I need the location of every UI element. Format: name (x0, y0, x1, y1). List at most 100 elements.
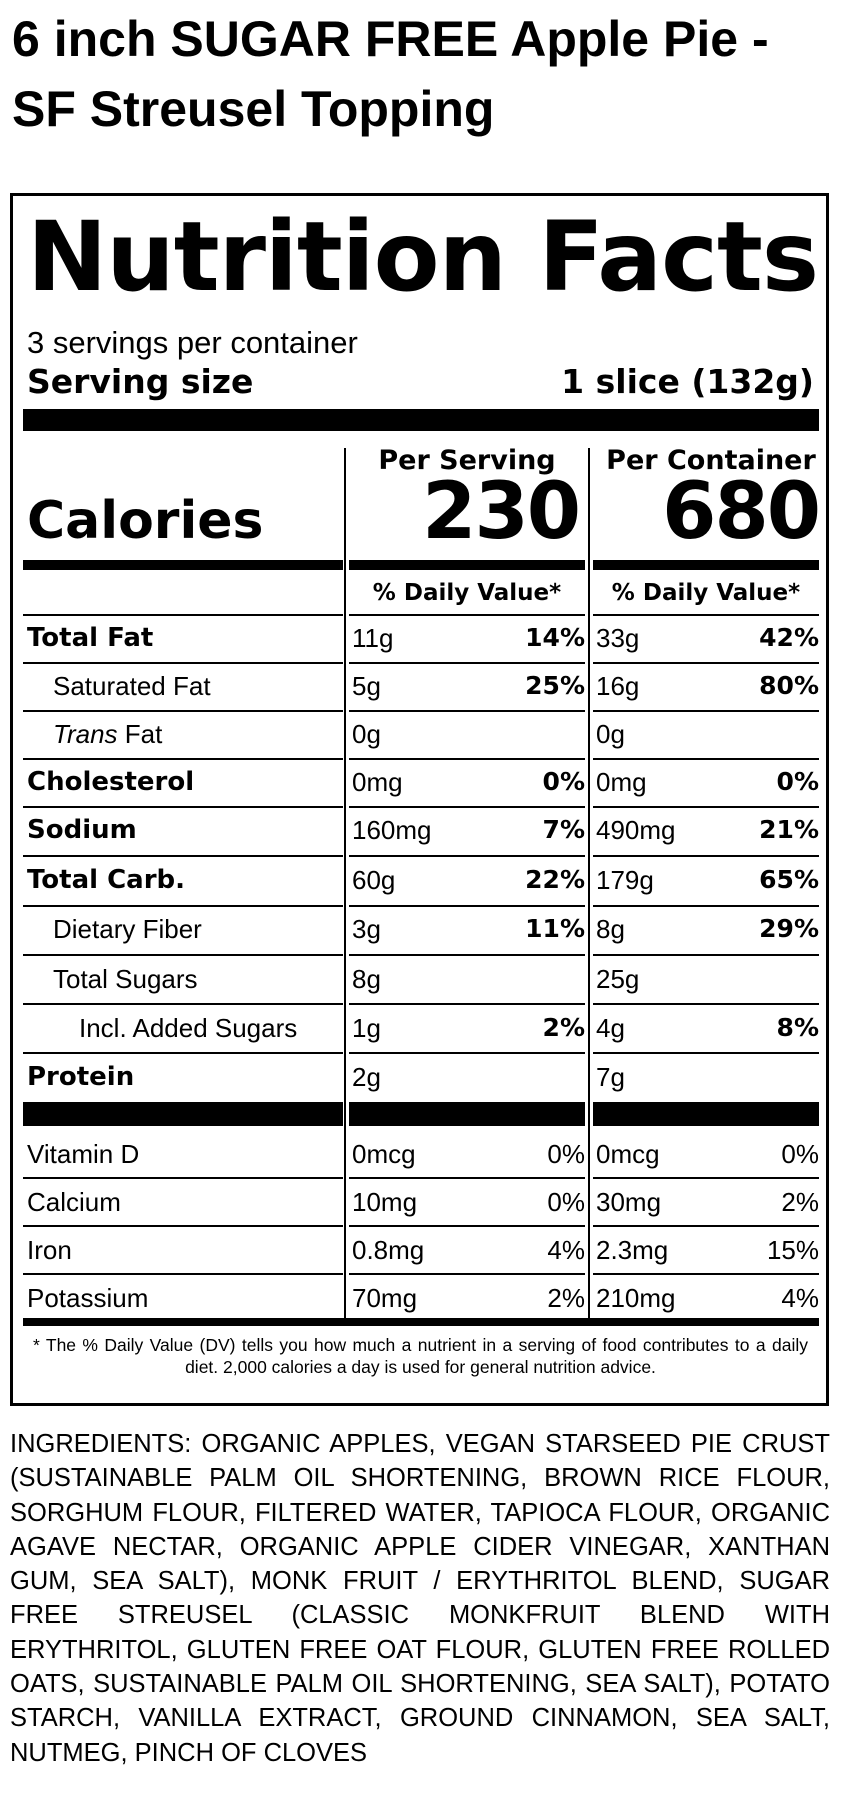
serving-daily-value: 7% (542, 815, 585, 844)
container-daily-value: 4% (781, 1283, 819, 1313)
nutrient-label: Protein (27, 1062, 135, 1092)
serving-amount: 0mg (352, 767, 403, 797)
container-daily-value: 0% (776, 767, 819, 796)
nutrient-label: Sodium (27, 815, 137, 845)
daily-value-footnote: * The % Daily Value (DV) tells you how m… (33, 1335, 808, 1377)
row-divider (23, 905, 343, 907)
row-divider (23, 806, 343, 808)
vitamin-label: Iron (27, 1235, 72, 1265)
container-amount: 16g (596, 671, 640, 701)
row-divider (349, 1225, 585, 1227)
serving-daily-value: 2% (542, 1013, 585, 1042)
container-amount: 0mg (596, 767, 647, 797)
nutrient-label: Cholesterol (27, 767, 195, 797)
serving-daily-value: 0% (547, 1139, 585, 1169)
nutrient-label: Total Sugars (53, 964, 198, 994)
serving-daily-value: 11% (525, 914, 585, 943)
row-divider (23, 954, 343, 956)
nutrient-label: Saturated Fat (53, 671, 211, 701)
daily-value-header-container: % Daily Value* (611, 580, 801, 606)
serving-amount: 0.8mg (352, 1235, 425, 1265)
container-amount: 0mcg (596, 1139, 660, 1169)
row-divider (593, 710, 819, 712)
container-daily-value: 21% (759, 815, 819, 844)
column-divider-right (588, 448, 590, 1318)
container-daily-value: 0% (781, 1139, 819, 1169)
calories-per-container: 680 (662, 467, 821, 557)
row-divider (23, 1177, 343, 1179)
container-daily-value: 65% (759, 865, 819, 894)
row-divider (23, 614, 343, 616)
nutrient-label: Dietary Fiber (53, 914, 202, 944)
row-divider (23, 1052, 343, 1054)
container-amount: 7g (596, 1062, 625, 1092)
row-divider (593, 1177, 819, 1179)
container-amount: 8g (596, 914, 625, 944)
row-divider (349, 855, 585, 857)
vitamin-bar-label (23, 1102, 343, 1126)
trans-fat-suffix: Fat (117, 719, 163, 749)
nutrition-facts-panel: Nutrition Facts 3 servings per container… (10, 193, 829, 1406)
container-amount: 210mg (596, 1283, 676, 1313)
servings-per-container: 3 servings per container (27, 325, 358, 360)
panel-heading: Nutrition Facts (27, 201, 819, 313)
calories-label: Calories (27, 491, 264, 551)
row-divider (593, 1003, 819, 1005)
calories-divider-serving (349, 560, 585, 570)
vitamin-bar-serving (349, 1102, 585, 1126)
thick-divider-top (23, 409, 819, 431)
row-divider (23, 710, 343, 712)
serving-amount: 160mg (352, 815, 432, 845)
row-divider (349, 806, 585, 808)
nutrient-label: Total Carb. (27, 865, 186, 895)
row-divider (23, 1273, 343, 1275)
row-divider (593, 954, 819, 956)
container-daily-value: 2% (781, 1187, 819, 1217)
ingredients-text: INGREDIENTS: ORGANIC APPLES, VEGAN STARS… (10, 1430, 830, 1767)
serving-daily-value: 0% (542, 767, 585, 796)
per-container-header: Per Container (606, 445, 816, 476)
serving-amount: 1g (352, 1013, 381, 1043)
container-amount: 2.3mg (596, 1235, 669, 1265)
footnote-divider (23, 1318, 819, 1326)
container-amount: 0g (596, 719, 625, 749)
row-divider (349, 758, 585, 760)
row-divider (593, 806, 819, 808)
serving-size-value: 1 slice (132g) (561, 362, 814, 401)
row-divider (349, 710, 585, 712)
container-daily-value: 80% (759, 671, 819, 700)
product-title: 6 inch SUGAR FREE Apple Pie - SF Streuse… (12, 11, 769, 137)
row-divider (349, 1052, 585, 1054)
serving-amount: 0mcg (352, 1139, 416, 1169)
serving-amount: 70mg (352, 1283, 418, 1313)
calories-per-serving: 230 (422, 467, 581, 557)
row-divider (349, 1003, 585, 1005)
serving-daily-value: 0% (547, 1187, 585, 1217)
row-divider (23, 758, 343, 760)
row-divider (593, 758, 819, 760)
serving-amount: 3g (352, 914, 381, 944)
container-amount: 30mg (596, 1187, 662, 1217)
container-amount: 33g (596, 623, 640, 653)
row-divider (593, 855, 819, 857)
per-serving-header: Per Serving (378, 445, 556, 476)
nutrient-label: Incl. Added Sugars (79, 1013, 298, 1043)
container-amount: 25g (596, 964, 640, 994)
serving-amount: 10mg (352, 1187, 418, 1217)
trans-italic: Trans (53, 719, 118, 749)
container-daily-value: 29% (759, 914, 819, 943)
container-amount: 4g (596, 1013, 625, 1043)
serving-daily-value: 4% (547, 1235, 585, 1265)
vitamin-label: Potassium (27, 1283, 149, 1313)
row-divider (349, 1177, 585, 1179)
row-divider (593, 614, 819, 616)
row-divider (349, 1273, 585, 1275)
row-divider (23, 662, 343, 664)
row-divider (23, 855, 343, 857)
container-amount: 490mg (596, 815, 676, 845)
serving-size-label: Serving size (27, 362, 254, 401)
container-daily-value: 8% (776, 1013, 819, 1042)
serving-daily-value: 25% (525, 671, 585, 700)
row-divider (23, 1225, 343, 1227)
serving-amount: 60g (352, 865, 396, 895)
